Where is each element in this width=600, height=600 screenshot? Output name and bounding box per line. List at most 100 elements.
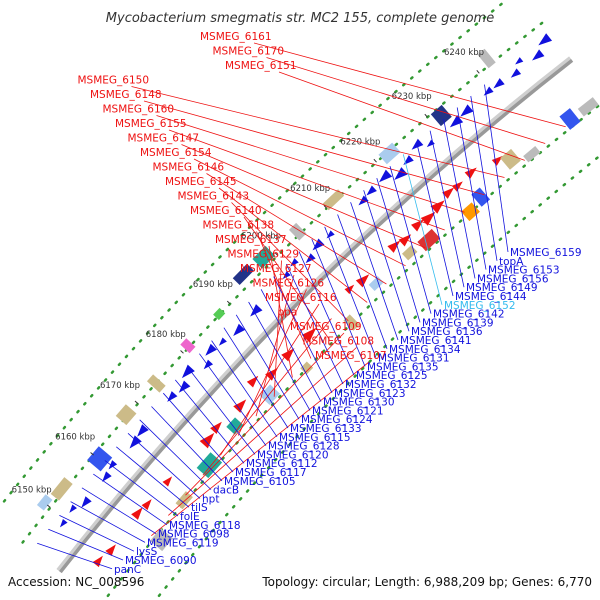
leader-line [70, 501, 146, 543]
leader-line [273, 260, 282, 397]
leader-line [131, 86, 505, 178]
tick-label: 6230 kbp [392, 92, 432, 102]
leader-line [256, 231, 312, 359]
leader-line [273, 276, 333, 393]
forward-gene-label: ppa [278, 307, 298, 319]
forward-gene-label: MSMEG_6126 [253, 278, 325, 290]
reverse-gene-arrow [137, 424, 149, 437]
forward-gene-arrow [355, 274, 370, 288]
reverse-gene-label: MSMEG_6115 [279, 432, 351, 444]
leader-line [266, 57, 546, 144]
guide-arc [0, 0, 509, 509]
tick-label: 6240 kbp [444, 48, 484, 58]
leader-line [104, 460, 179, 517]
reverse-gene-arrow [305, 253, 316, 264]
forward-gene-label: MSMEG_6160 [103, 104, 175, 116]
leader-line [93, 473, 168, 526]
tick-label: 6150 kbp [12, 485, 52, 495]
reverse-gene-label: MSMEG_6120 [257, 449, 329, 461]
tick-label: 6160 kbp [55, 433, 95, 443]
feature-block [322, 189, 345, 211]
reverse-gene-label: MSMEG_6139 [422, 317, 494, 329]
leader-line [211, 340, 278, 438]
feature-block [226, 417, 244, 435]
leader-line [81, 487, 157, 534]
forward-gene-arrow [281, 348, 295, 362]
forward-gene-label: MSMEG_6150 [78, 75, 150, 87]
reverse-gene-label: folE [180, 511, 200, 523]
reverse-gene-label: MSMEG_6124 [301, 414, 373, 426]
reverse-gene-arrow [233, 323, 246, 337]
forward-gene-label: MSMEG_6151 [225, 60, 297, 72]
forward-gene-arrow [464, 167, 477, 179]
reverse-gene-label: MSMEG_6128 [268, 441, 340, 453]
leader-line [223, 327, 289, 429]
leader-line [253, 42, 566, 128]
leader-line [168, 129, 445, 231]
leader-line [231, 202, 349, 322]
accession-text: Accession: NC_008596 [8, 575, 144, 589]
tick-mark [274, 252, 279, 256]
forward-gene-arrow [430, 200, 445, 214]
leader-line [243, 216, 330, 340]
leader-line [248, 301, 311, 411]
leader-line [298, 251, 355, 376]
forward-gene-arrow [387, 240, 401, 253]
forward-gene-arrow [301, 327, 317, 343]
forward-gene-label: MSMEG_6155 [115, 118, 187, 130]
leader-line [376, 177, 421, 323]
reverse-gene-label: tilS [191, 502, 208, 514]
guide-arc [21, 21, 544, 544]
forward-gene-arrow [420, 211, 436, 226]
leader-line [268, 245, 293, 378]
feature-block [417, 228, 441, 252]
leader-line [127, 433, 201, 499]
reverse-gene-label: MSMEG_6121 [312, 405, 384, 417]
forward-gene-label: MSMEG_6137 [215, 234, 287, 246]
backbone-line [59, 59, 574, 574]
backbone-shadow [56, 56, 573, 573]
forward-gene-arrow [199, 432, 215, 449]
reverse-gene-arrow [460, 104, 474, 117]
reverse-gene-arrow [426, 139, 435, 148]
reverse-gene-arrow [69, 504, 77, 513]
leader-line [220, 303, 320, 456]
forward-gene-arrow [131, 507, 143, 520]
reverse-gene-arrow [203, 359, 214, 370]
leader-line [163, 392, 234, 473]
feature-block [146, 374, 166, 393]
forward-gene-label: MSMEG_6108 [303, 336, 375, 348]
leader-line [443, 119, 476, 279]
forward-gene-label: MSMEG_6143 [178, 191, 250, 203]
feature-block [252, 245, 276, 269]
reverse-gene-arrow [366, 185, 377, 196]
reverse-gene-label: MSMEG_6123 [334, 388, 406, 400]
forward-gene-arrow [141, 499, 152, 511]
leader-line [193, 158, 406, 267]
tick-marks: 6150 kbp 6160 kbp 6170 kbp 6180 kbp 6190 kbp… [12, 48, 484, 508]
reverse-gene-label: MSMEG_6118 [169, 520, 241, 532]
tick-label: 6170 kbp [100, 381, 140, 391]
leader-line [139, 419, 212, 490]
reverse-gene-label: MSMEG_6090 [125, 555, 197, 567]
reverse-gene-label: panC [114, 564, 141, 576]
feature-block [559, 108, 581, 130]
leader-line [389, 165, 432, 314]
leader-line [143, 100, 485, 196]
reverse-gene-label: MSMEG_6153 [488, 265, 560, 277]
reverse-gene-label: MSMEG_6131 [378, 353, 450, 365]
leader-line [116, 446, 190, 508]
reverse-gene-arrow [167, 391, 178, 402]
feature-block [115, 404, 137, 426]
feature-block [213, 307, 226, 321]
feature-block [232, 263, 254, 286]
reverse-gene-label: MSMEG_6117 [235, 467, 307, 479]
leader-line [484, 84, 509, 253]
leader-line [151, 361, 370, 537]
leader-line [235, 314, 300, 420]
forward-gene-arrow [162, 476, 173, 487]
reverse-gene-label: topA [499, 256, 524, 268]
tick-mark [46, 504, 51, 508]
reverse-gene-arrow [108, 460, 118, 470]
